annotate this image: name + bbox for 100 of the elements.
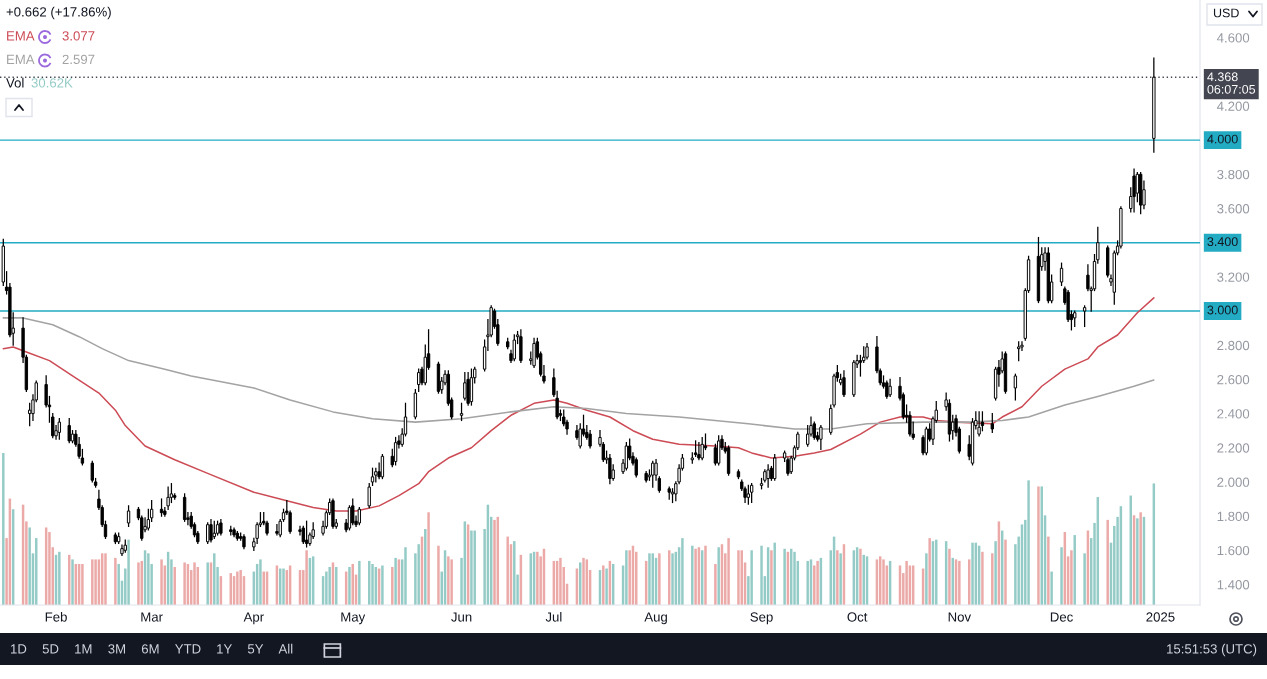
candlestick xyxy=(697,442,701,461)
bar xyxy=(948,548,951,605)
x-tick-label: Oct xyxy=(847,612,868,622)
bar xyxy=(958,560,961,605)
bar xyxy=(381,565,384,605)
bar xyxy=(328,567,331,605)
candlestick xyxy=(182,493,187,522)
text: Vol xyxy=(6,77,24,88)
text: 3M xyxy=(108,644,125,654)
text: All xyxy=(278,643,293,654)
line-series xyxy=(2,317,1155,430)
bar xyxy=(183,562,186,605)
bar xyxy=(1004,539,1007,605)
candlestick xyxy=(980,411,985,432)
bar xyxy=(750,550,753,605)
bar xyxy=(704,545,707,605)
bar xyxy=(424,529,427,605)
bar xyxy=(259,559,262,605)
bar xyxy=(117,563,120,605)
y-tick-label: 4.200 xyxy=(1216,101,1250,111)
candlestick xyxy=(1013,373,1018,401)
bar xyxy=(1139,512,1142,605)
bar xyxy=(335,567,338,605)
bar xyxy=(925,553,928,605)
text: 15:51:53 (UTC) xyxy=(1167,643,1257,657)
bar xyxy=(437,545,440,605)
x-tick-label: Dec xyxy=(1050,612,1073,622)
y-tick-label: 2.400 xyxy=(1217,409,1250,419)
text: 1M xyxy=(75,644,92,654)
candlestick xyxy=(275,524,279,536)
bar xyxy=(193,562,196,605)
bar xyxy=(905,560,908,605)
text: 6M xyxy=(141,644,159,654)
ref-line-label: 3.400 xyxy=(1207,237,1238,247)
x-tick-label: Mar xyxy=(141,612,163,622)
bar xyxy=(305,550,308,605)
bar xyxy=(473,530,476,605)
bar xyxy=(404,547,407,605)
bar xyxy=(770,550,773,605)
bar xyxy=(417,544,420,605)
y-tick-label: 2.200 xyxy=(1217,443,1250,453)
bar xyxy=(681,538,684,605)
y-tick-label: 1.400 xyxy=(1217,580,1250,590)
candlestick xyxy=(466,371,470,406)
bar xyxy=(714,563,717,605)
bar xyxy=(1073,535,1076,605)
bar xyxy=(793,551,796,605)
bar xyxy=(1047,536,1050,605)
y-tick-label: 2.000 xyxy=(1217,477,1250,487)
bar xyxy=(859,548,862,605)
bar xyxy=(1106,519,1109,605)
y-tick-label: 2.800 xyxy=(1217,340,1250,351)
bar xyxy=(971,542,974,605)
y-tick-label: 1.800 xyxy=(1217,511,1250,522)
text: 1Y xyxy=(217,644,232,654)
bar xyxy=(71,559,74,605)
bar xyxy=(127,539,130,605)
bar xyxy=(114,557,117,605)
bar xyxy=(658,553,661,605)
bar xyxy=(994,541,997,605)
y-tick-label: 3.800 xyxy=(1217,169,1250,180)
ref-line-label: 3.000 xyxy=(1207,305,1238,315)
ref-line-label: 4.000 xyxy=(1207,134,1238,144)
bar xyxy=(58,551,61,605)
bar xyxy=(783,548,786,605)
bar xyxy=(394,557,397,605)
annotation: 3.077 xyxy=(62,31,95,41)
candlestick xyxy=(463,371,467,401)
y-axis-title: USD xyxy=(1213,8,1239,18)
candlestick xyxy=(624,442,629,471)
bar xyxy=(35,538,38,605)
bar xyxy=(81,563,84,605)
candlestick xyxy=(126,505,131,528)
bar xyxy=(773,542,776,605)
candlestick xyxy=(1132,168,1136,213)
bar xyxy=(447,556,450,605)
candlestick xyxy=(1082,305,1087,328)
candlestick xyxy=(749,483,754,504)
x-tick-label: Feb xyxy=(45,611,67,622)
bar xyxy=(239,570,242,605)
candlestick xyxy=(819,424,823,451)
text: 5D xyxy=(42,644,59,654)
bar xyxy=(1136,518,1139,605)
bar xyxy=(427,512,430,605)
bar xyxy=(160,559,163,605)
candlestick xyxy=(413,389,418,420)
x-tick-label: Jun xyxy=(451,612,472,622)
candlestick xyxy=(651,460,655,488)
bar xyxy=(513,541,516,605)
bar xyxy=(928,538,931,605)
bar xyxy=(173,567,176,605)
candlestick xyxy=(924,426,929,456)
bar xyxy=(1083,553,1086,605)
candlestick xyxy=(166,486,170,510)
x-tick-label: Sep xyxy=(750,612,773,625)
candlestick xyxy=(57,418,62,440)
x-tick-label: Jul xyxy=(545,611,562,622)
y-tick-label: 3.600 xyxy=(1217,204,1250,214)
candlestick xyxy=(713,443,718,466)
bar xyxy=(104,553,107,605)
